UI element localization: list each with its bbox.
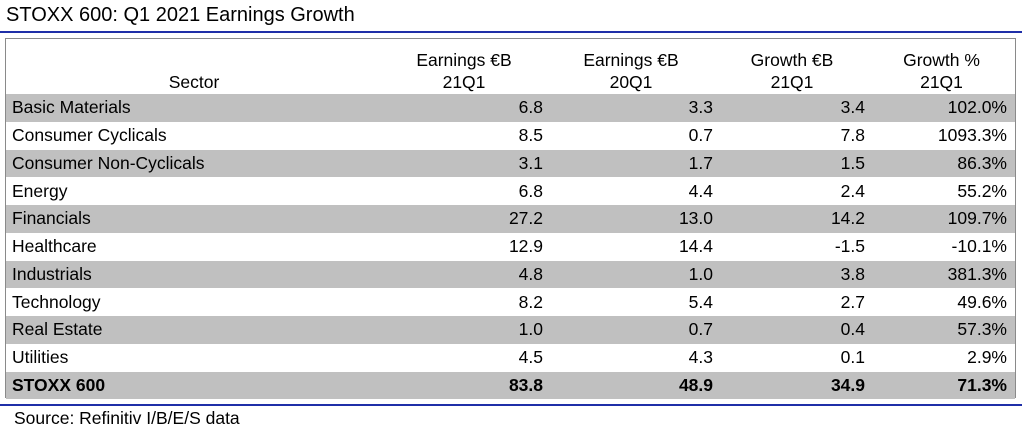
column-header-line2: Sector (168, 72, 220, 92)
earnings-table: Sector Earnings €B 21Q1 Earnings €B 20Q1… (6, 39, 1015, 400)
growth-eur-cell: 3.8 (716, 260, 868, 289)
growth-pct-cell: 57.3% (868, 316, 1015, 344)
header-row: Sector Earnings €B 21Q1 Earnings €B 20Q1… (6, 39, 1015, 94)
table-row: Basic Materials 6.8 3.3 3.4 102.0% (6, 94, 1015, 122)
source-divider (0, 404, 1022, 406)
total-row: STOXX 600 83.8 48.9 34.9 71.3% (6, 371, 1015, 400)
column-header-line2: 21Q1 (442, 72, 486, 92)
table-row: Utilities 4.5 4.3 0.1 2.9% (6, 344, 1015, 372)
sector-cell: Utilities (12, 347, 69, 368)
sector-cell: Technology (12, 291, 101, 312)
table-row: Energy 6.8 4.4 2.4 55.2% (6, 177, 1015, 205)
growth-pct-cell: 55.2% (957, 180, 1007, 201)
table-row: Consumer Non-Cyclicals 3.1 1.7 1.5 86.3% (6, 149, 1015, 178)
growth-eur-cell: 3.4 (716, 94, 868, 122)
growth-eur-cell: 7.8 (840, 125, 865, 146)
earnings-20q1-cell: 5.4 (688, 291, 713, 312)
sector-cell: STOXX 600 (6, 371, 382, 400)
sector-cell: Basic Materials (6, 94, 382, 122)
column-header-line1: Earnings €B (416, 50, 512, 70)
earnings-20q1-cell: 1.0 (546, 260, 716, 289)
growth-pct-cell: 381.3% (868, 260, 1015, 289)
earnings-21q1-cell: 4.8 (382, 260, 546, 289)
table-row: Healthcare 12.9 14.4 -1.5 -10.1% (6, 233, 1015, 261)
growth-pct-cell: -10.1% (951, 236, 1007, 257)
earnings-21q1-cell: 8.5 (518, 125, 543, 146)
earnings-21q1-cell: 12.9 (508, 236, 543, 257)
earnings-20q1-cell: 14.4 (678, 236, 713, 257)
table-row: Industrials 4.8 1.0 3.8 381.3% (6, 260, 1015, 289)
sector-cell: Consumer Non-Cyclicals (6, 149, 382, 178)
growth-eur-cell: 2.4 (840, 180, 865, 201)
growth-pct-cell: 49.6% (957, 291, 1007, 312)
earnings-20q1-cell: 1.7 (546, 149, 716, 178)
growth-pct-cell: 109.7% (868, 205, 1015, 233)
column-header-line1: Earnings €B (583, 50, 679, 70)
column-header-line2: 21Q1 (770, 72, 814, 92)
growth-pct-cell: 71.3% (868, 371, 1015, 400)
sector-cell: Consumer Cyclicals (12, 125, 167, 146)
table-row: Technology 8.2 5.4 2.7 49.6% (6, 288, 1015, 316)
earnings-20q1-cell: 3.3 (546, 94, 716, 122)
sector-cell: Financials (6, 205, 382, 233)
table-row: Financials 27.2 13.0 14.2 109.7% (6, 205, 1015, 233)
table-row: Consumer Cyclicals 8.5 0.7 7.8 1093.3% (6, 122, 1015, 150)
growth-eur-cell: 2.7 (840, 291, 865, 312)
earnings-20q1-cell: 0.7 (688, 125, 713, 146)
earnings-21q1-cell: 1.0 (382, 316, 546, 344)
column-header-growth-pct: Growth % 21Q1 (868, 39, 1015, 94)
earnings-21q1-cell: 6.8 (382, 94, 546, 122)
source-note: Source: Refinitiv I/B/E/S data (14, 408, 240, 428)
growth-eur-cell: -1.5 (834, 236, 865, 257)
earnings-21q1-cell: 83.8 (382, 371, 546, 400)
sector-cell: Healthcare (12, 236, 97, 257)
column-header-earnings-21q1: Earnings €B 21Q1 (382, 39, 546, 94)
table-row: Real Estate 1.0 0.7 0.4 57.3% (6, 316, 1015, 344)
earnings-21q1-cell: 27.2 (382, 205, 546, 233)
growth-eur-cell: 14.2 (716, 205, 868, 233)
column-header-earnings-20q1: Earnings €B 20Q1 (546, 39, 716, 94)
growth-pct-cell: 1093.3% (937, 125, 1007, 146)
earnings-21q1-cell: 6.8 (518, 180, 543, 201)
earnings-21q1-cell: 8.2 (518, 291, 543, 312)
column-header-growth-eur: Growth €B 21Q1 (716, 39, 868, 94)
sector-cell: Energy (12, 180, 68, 201)
column-header-line2: 21Q1 (920, 72, 963, 92)
growth-eur-cell: 1.5 (716, 149, 868, 178)
growth-pct-cell: 86.3% (868, 149, 1015, 178)
growth-eur-cell: 34.9 (716, 371, 868, 400)
earnings-21q1-cell: 3.1 (382, 149, 546, 178)
growth-pct-cell: 2.9% (967, 347, 1007, 368)
earnings-20q1-cell: 13.0 (546, 205, 716, 233)
earnings-20q1-cell: 4.3 (688, 347, 713, 368)
table-title: STOXX 600: Q1 2021 Earnings Growth (6, 4, 355, 26)
earnings-20q1-cell: 4.4 (688, 180, 713, 201)
column-header-line1: Growth % (903, 50, 980, 70)
growth-eur-cell: 0.4 (716, 316, 868, 344)
column-header-sector: Sector (6, 39, 382, 94)
column-header-line1: Growth €B (750, 50, 834, 70)
sector-cell: Real Estate (6, 316, 382, 344)
growth-pct-cell: 102.0% (868, 94, 1015, 122)
growth-eur-cell: 0.1 (840, 347, 865, 368)
title-divider (0, 31, 1022, 33)
earnings-20q1-cell: 0.7 (546, 316, 716, 344)
sector-cell: Industrials (6, 260, 382, 289)
earnings-20q1-cell: 48.9 (546, 371, 716, 400)
column-header-line2: 20Q1 (609, 72, 653, 92)
earnings-21q1-cell: 4.5 (518, 347, 543, 368)
